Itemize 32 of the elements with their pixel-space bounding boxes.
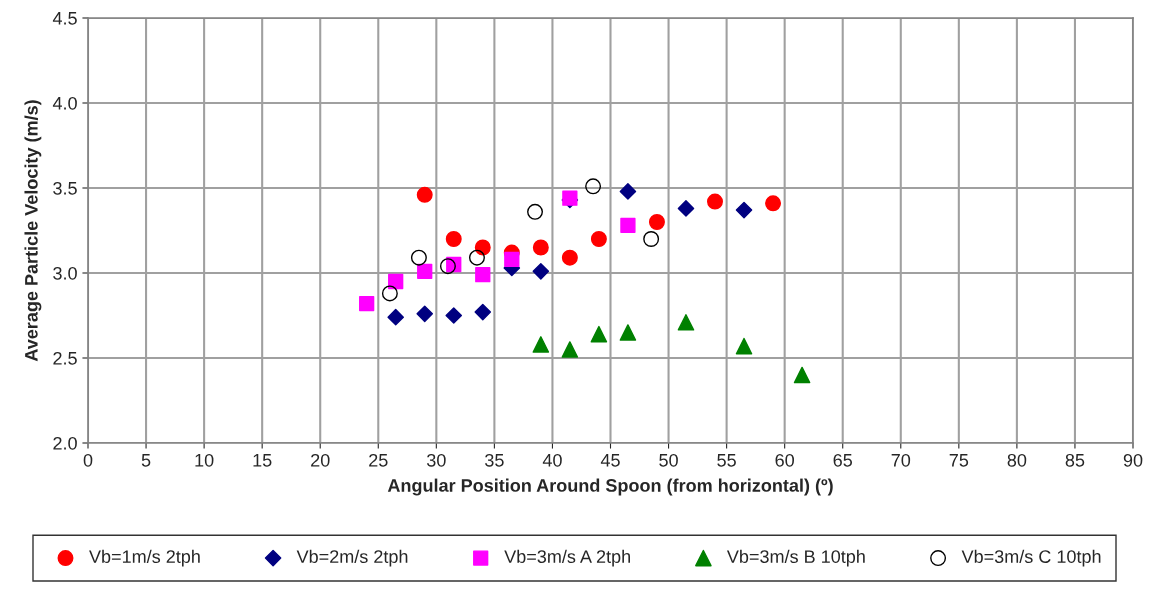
x-tick-label: 90 — [1123, 453, 1143, 467]
x-tick-label: 45 — [600, 454, 620, 467]
x-tick-label: 35 — [485, 453, 504, 467]
y-axis-title: Average Particle Velocity (m/s) — [24, 100, 42, 362]
x-tick-label: 25 — [369, 453, 388, 467]
x-tick-label: 20 — [311, 453, 330, 467]
x-tick-label: 70 — [891, 453, 911, 467]
y-tick-label: 4.0 — [52, 96, 77, 110]
y-tick-label: 2.5 — [53, 351, 77, 365]
x-tick-label: 10 — [195, 453, 214, 467]
legend-label: Vb=3m/s C 10tph — [961, 549, 1101, 567]
x-tick-label: 85 — [1065, 453, 1085, 467]
y-tick-label: 3.5 — [53, 181, 77, 195]
x-axis-title: Angular Position Around Spoon (from horizontal) (º) — [387, 478, 833, 496]
legend-label: Vb=3m/s A 2tph — [504, 549, 630, 567]
x-tick-label: 30 — [426, 453, 446, 467]
x-tick-label: 40 — [542, 453, 562, 467]
legend-label: Vb=2m/s 2tph — [296, 549, 408, 567]
x-tick-label: 5 — [141, 454, 151, 467]
x-tick-label: 50 — [659, 453, 678, 467]
x-tick-label: 55 — [717, 454, 736, 467]
legend-label: Vb=1m/s 2tph — [89, 549, 200, 567]
y-tick-label: 4.5 — [52, 12, 77, 25]
x-tick-label: 75 — [949, 454, 969, 467]
x-tick-label: 15 — [253, 454, 272, 467]
x-tick-label: 0 — [83, 453, 93, 467]
y-tick-label: 3.0 — [53, 266, 77, 280]
x-tick-label: 60 — [775, 453, 794, 467]
x-tick-label: 80 — [1007, 453, 1027, 467]
x-tick-label: 65 — [833, 453, 853, 467]
y-tick-label: 2.0 — [53, 436, 77, 450]
legend-label: Vb=3m/s B 10tph — [726, 549, 865, 567]
